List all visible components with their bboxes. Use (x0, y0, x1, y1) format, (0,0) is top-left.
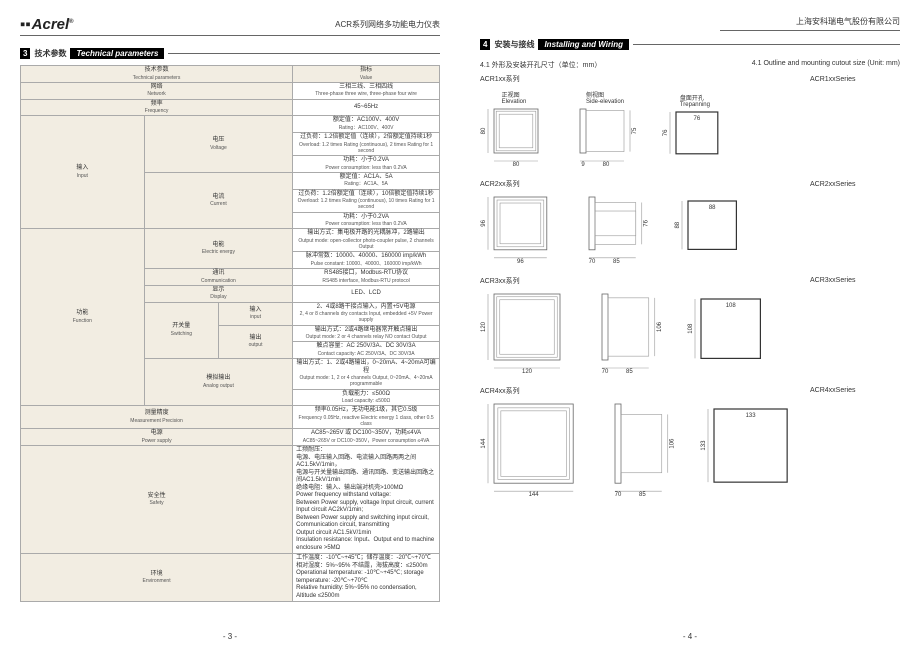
page-right: 上海安科瑞电气股份有限公司 4 安装与接线 Installing and Wir… (460, 0, 920, 651)
side-diagram: 76 70 85 (575, 195, 656, 264)
svg-text:96: 96 (481, 219, 487, 226)
sub-heading-4-1: 4.1 外形及安装开孔尺寸（单位：mm） 4.1 Outline and mou… (480, 60, 900, 70)
svg-text:85: 85 (613, 259, 620, 264)
svg-text:80: 80 (513, 162, 520, 167)
svg-text:133: 133 (746, 413, 757, 419)
logo: ▪▪Acrel (20, 16, 74, 33)
side-diagram: 106 70 85 (588, 292, 669, 374)
doc-title: ACR系列网络多功能电力仪表 (335, 19, 440, 30)
diagram-group: 96 96 76 70 85 (480, 195, 900, 264)
section-4-header: 4 安装与接线 Installing and Wiring (480, 39, 900, 50)
svg-text:70: 70 (615, 492, 622, 497)
series-cn: ACR2xx系列 (480, 179, 550, 189)
svg-text:88: 88 (675, 221, 681, 228)
section-title-cn: 技术参数 (34, 48, 66, 59)
series-cn: ACR3xx系列 (480, 276, 550, 286)
side-diagram: 75 9 80 (566, 107, 644, 167)
svg-text:106: 106 (670, 438, 676, 449)
section-title-en: Technical parameters (70, 48, 164, 59)
diagram-group: 144 144 106 70 85 (480, 402, 900, 497)
series-en: ACR3xxSeries (810, 277, 900, 284)
svg-text:75: 75 (632, 127, 638, 134)
series-container: ACR1xx系列 ACR1xxSeries 正视图Elevation 80 80… (480, 74, 900, 509)
series-labels: ACR3xx系列 ACR3xxSeries (480, 276, 900, 286)
svg-text:9: 9 (581, 162, 585, 167)
section-num: 3 (20, 48, 30, 59)
trepanning-diagram: 76 76 (662, 110, 728, 164)
page-left: ▪▪Acrel ACR系列网络多功能电力仪表 3 技术参数 Technical … (0, 0, 460, 651)
series-cn: ACR4xx系列 (480, 386, 550, 396)
page-number-left: - 3 - (20, 626, 440, 641)
diagram-group: 120 120 106 70 85 (480, 292, 900, 374)
svg-text:80: 80 (603, 162, 610, 167)
series-en: ACR1xxSeries (810, 76, 900, 83)
series-cn: ACR1xx系列 (480, 74, 550, 84)
page-number-right: - 4 - (480, 626, 900, 641)
svg-text:144: 144 (481, 438, 487, 449)
svg-text:70: 70 (602, 369, 609, 374)
svg-text:76: 76 (663, 129, 669, 136)
side-diagram: 106 70 85 (601, 402, 682, 497)
series-en: ACR4xxSeries (810, 387, 900, 394)
series-labels: ACR4xx系列 ACR4xxSeries (480, 386, 900, 396)
svg-text:144: 144 (529, 492, 540, 497)
params-table: 技术参数Technical parameters 指标Value 网络Netwo… (20, 65, 440, 602)
svg-text:76: 76 (644, 219, 650, 226)
svg-text:70: 70 (588, 259, 595, 264)
series-en: ACR2xxSeries (810, 181, 900, 188)
header-right: 上海安科瑞电气股份有限公司 (480, 16, 900, 31)
trepanning-diagram: 88 88 (674, 199, 746, 259)
svg-text:120: 120 (481, 321, 487, 332)
trepanning-diagram: 108 108 (687, 297, 770, 368)
elevation-diagram: 144 144 (480, 402, 583, 497)
svg-text:106: 106 (657, 321, 663, 332)
svg-text:85: 85 (626, 369, 633, 374)
elevation-diagram: 96 96 (480, 195, 557, 264)
elevation-diagram: 80 80 (480, 107, 548, 167)
svg-text:120: 120 (522, 369, 533, 374)
svg-text:88: 88 (708, 205, 715, 211)
svg-text:108: 108 (688, 323, 694, 334)
diagram-group: 正视图Elevation 80 80 侧视图Side-elevation (480, 90, 900, 167)
svg-text:96: 96 (517, 259, 524, 264)
series-labels: ACR2xx系列 ACR2xxSeries (480, 179, 900, 189)
svg-text:85: 85 (639, 492, 646, 497)
company-name: 上海安科瑞电气股份有限公司 (720, 16, 900, 31)
svg-text:133: 133 (701, 440, 707, 451)
elevation-diagram: 120 120 (480, 292, 570, 374)
series-labels: ACR1xx系列 ACR1xxSeries (480, 74, 900, 84)
svg-text:80: 80 (481, 127, 487, 134)
svg-text:108: 108 (725, 303, 736, 309)
svg-text:76: 76 (694, 116, 701, 122)
header-left: ▪▪Acrel ACR系列网络多功能电力仪表 (20, 16, 440, 36)
section-3-header: 3 技术参数 Technical parameters (20, 48, 440, 59)
trepanning-diagram: 133 133 (700, 407, 797, 492)
